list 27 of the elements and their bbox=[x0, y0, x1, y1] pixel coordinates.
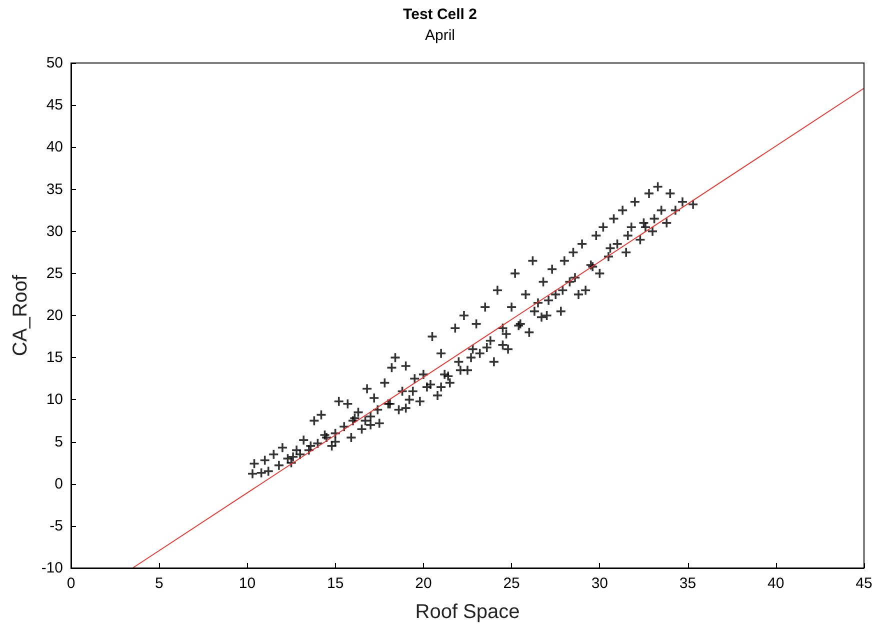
y-tick-label: 30 bbox=[46, 222, 63, 240]
x-tick-label: 30 bbox=[591, 575, 608, 592]
chart-title: Test Cell 2 bbox=[403, 6, 477, 23]
x-axis-title: Roof Space bbox=[415, 601, 520, 623]
y-tick-label: 40 bbox=[46, 138, 63, 156]
y-tick-label: 50 bbox=[46, 54, 63, 72]
x-tick-label: 15 bbox=[326, 575, 344, 592]
y-tick-label: 20 bbox=[46, 307, 63, 324]
x-tick-label: 0 bbox=[66, 575, 76, 592]
chart-subtitle: April bbox=[424, 27, 456, 44]
y-tick-label: -10 bbox=[41, 560, 63, 576]
x-tick-label: 5 bbox=[154, 575, 164, 592]
y-tick-label: -5 bbox=[50, 517, 63, 534]
y-tick-label: 35 bbox=[46, 180, 63, 198]
y-tick-label: 25 bbox=[46, 264, 63, 282]
x-tick-label: 20 bbox=[415, 575, 432, 592]
y-tick-label: 0 bbox=[54, 475, 63, 492]
x-tick-label: 40 bbox=[768, 575, 784, 592]
y-tick-label: 5 bbox=[54, 433, 63, 450]
x-tick-label: 45 bbox=[856, 575, 872, 592]
x-tick-label: 25 bbox=[503, 575, 520, 592]
x-tick-label: 10 bbox=[238, 575, 256, 592]
y-tick-label: 15 bbox=[46, 349, 63, 366]
y-tick-label: 45 bbox=[46, 96, 63, 114]
x-tick-label: 35 bbox=[679, 575, 696, 592]
y-axis-title: CA_Roof bbox=[9, 274, 32, 356]
y-tick-label: 10 bbox=[46, 391, 63, 408]
